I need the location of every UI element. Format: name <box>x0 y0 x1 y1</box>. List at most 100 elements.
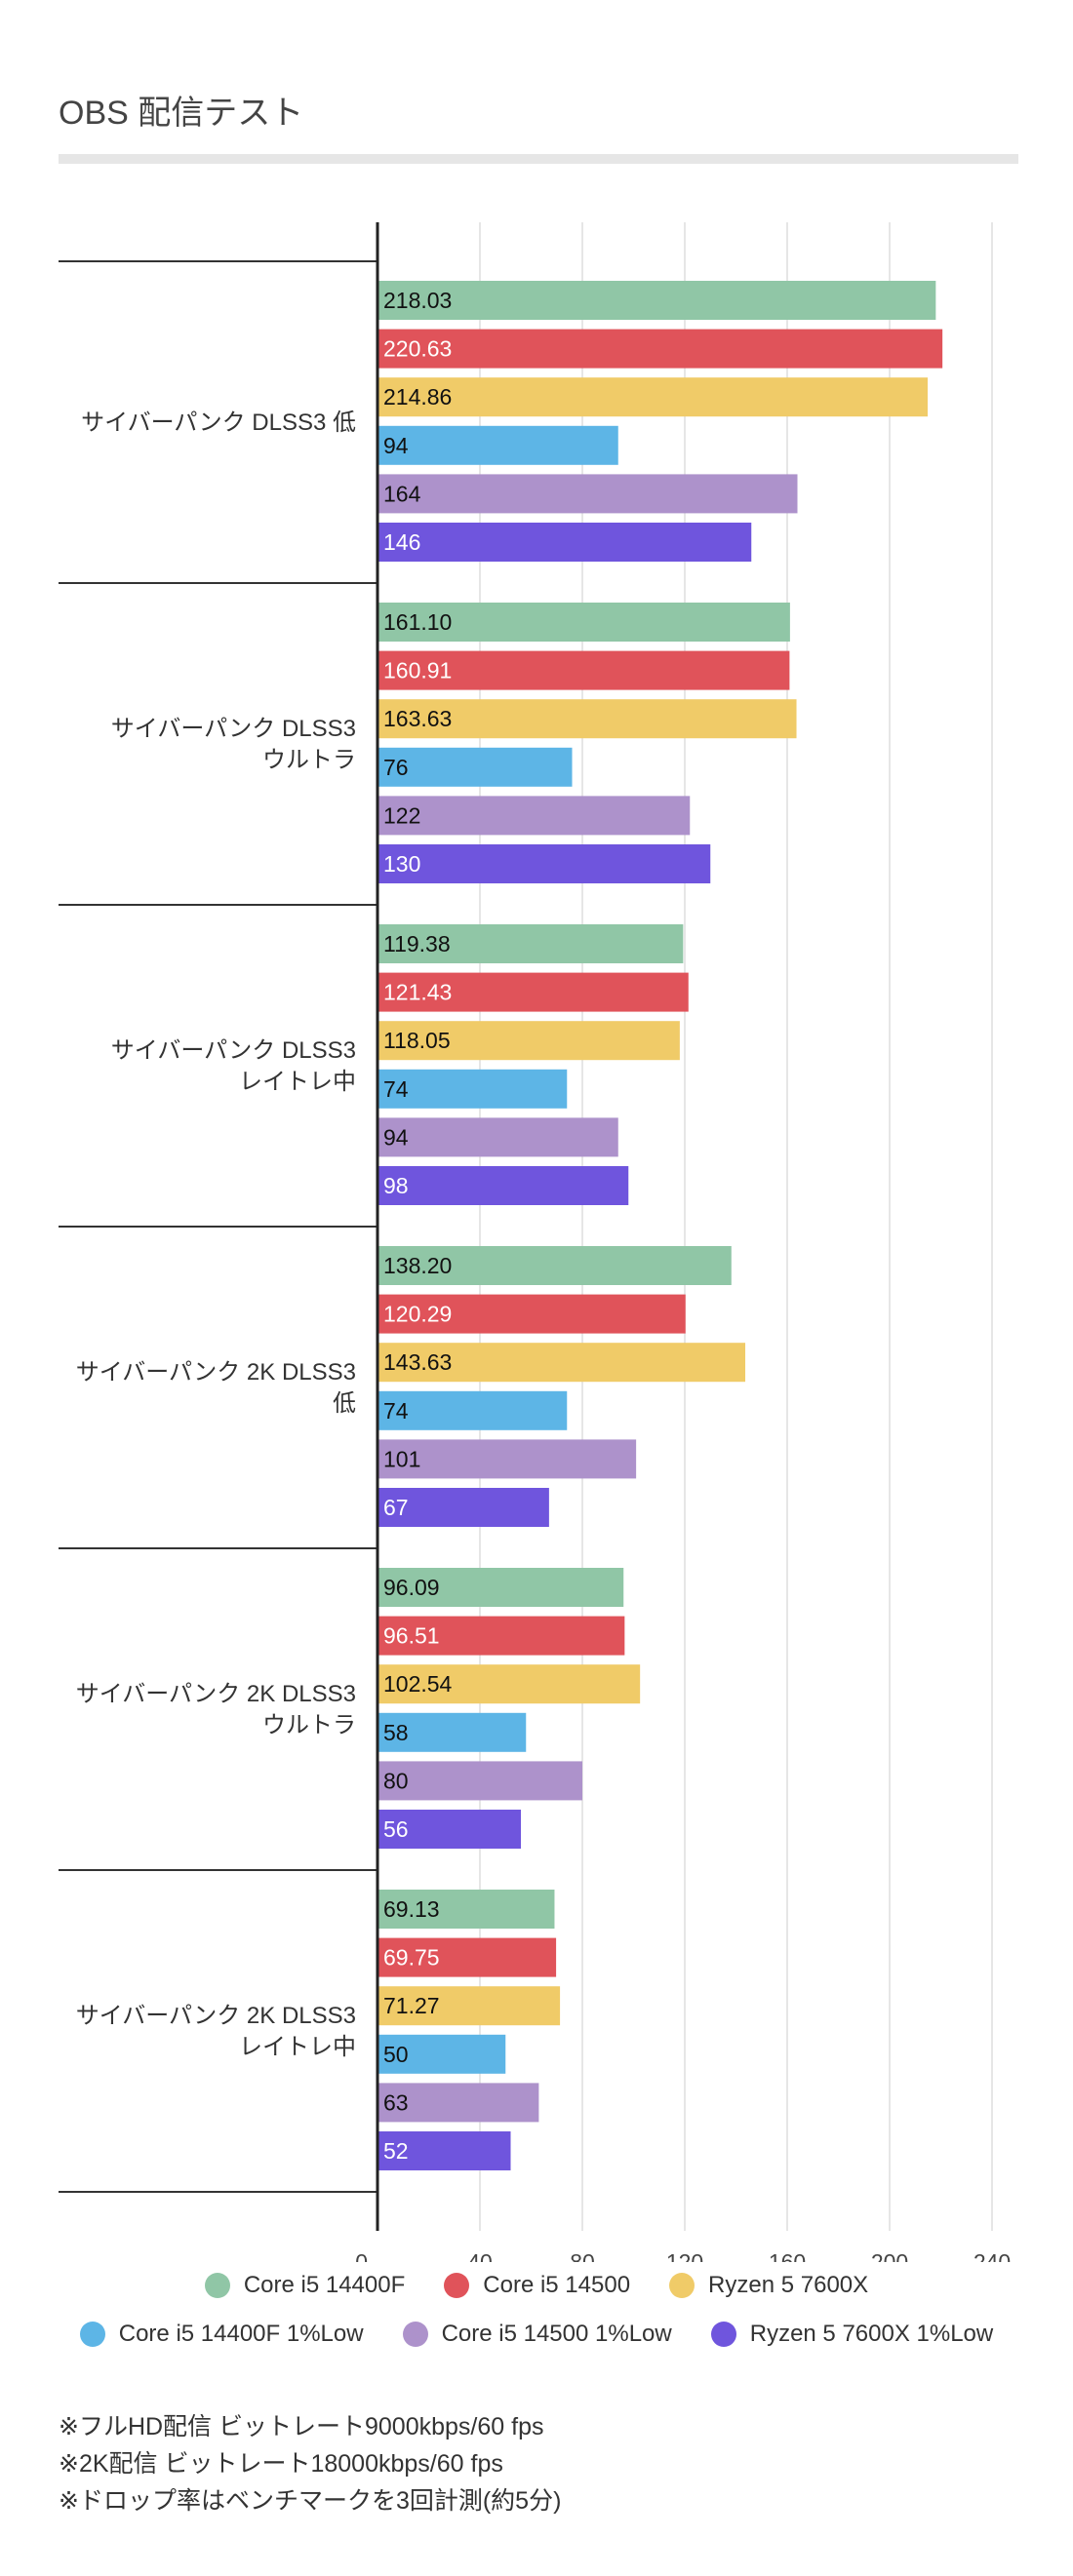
legend-swatch <box>444 2273 470 2298</box>
category-label: サイバーパンク 2K DLSS3 <box>76 2003 356 2029</box>
bar <box>378 603 790 642</box>
bar-value-label: 143.63 <box>383 1349 452 1375</box>
bar-value-label: 120.29 <box>383 1302 452 1327</box>
bar <box>378 1568 624 1607</box>
category-label: サイバーパンク DLSS3 低 <box>81 410 356 436</box>
bar <box>378 329 943 369</box>
bar-value-label: 146 <box>383 529 420 555</box>
x-tick-label: 0 <box>355 2249 368 2262</box>
bar-value-label: 96.09 <box>383 1575 440 1600</box>
bar-value-label: 98 <box>383 1173 409 1198</box>
bar-value-label: 96.51 <box>383 1623 440 1649</box>
legend-label: Ryzen 5 7600X 1%Low <box>749 2321 994 2347</box>
x-tick-label: 240 <box>974 2249 1011 2262</box>
bar <box>378 281 936 320</box>
bar-chart: 0 40 80 120 160 200 240 218.03 220.63 214.86 94 164… <box>59 222 1011 2262</box>
footnotes: ※フルHD配信 ビットレート9000kbps/60 fps ※2K配信 ビットレ… <box>59 2408 561 2519</box>
bar <box>378 1343 746 1383</box>
bar-value-label: 138.20 <box>383 1253 452 1278</box>
bar <box>378 1712 527 1752</box>
bar-value-label: 161.10 <box>383 609 452 635</box>
bar <box>378 1294 686 1334</box>
bar <box>378 474 798 514</box>
bar-value-label: 80 <box>383 1768 409 1793</box>
bar <box>378 1069 568 1109</box>
legend-row-1: Core i5 14400F Core i5 14500 Ryzen 5 760… <box>0 2272 1073 2299</box>
footnote-drop-rate: ※ドロップ率はベンチマークを3回計測(約5分) <box>59 2487 562 2515</box>
bar-value-label: 163.63 <box>383 706 452 731</box>
bar <box>378 425 618 465</box>
bar <box>378 796 691 836</box>
legend-item-ryzen-5-7600x: Ryzen 5 7600X <box>669 2272 868 2299</box>
bar <box>378 2034 506 2074</box>
bar-value-label: 50 <box>383 2042 409 2067</box>
x-tick-label: 120 <box>666 2249 703 2262</box>
bar <box>378 1117 618 1157</box>
bar <box>378 2131 511 2170</box>
bar-value-label: 67 <box>383 1495 409 1520</box>
bar-value-label: 74 <box>383 1398 409 1424</box>
bar-value-label: 119.38 <box>383 931 451 956</box>
bar-value-label: 74 <box>383 1076 409 1102</box>
legend-label: Core i5 14400F 1%Low <box>118 2321 364 2347</box>
bar <box>378 1761 582 1801</box>
legend-item-core-i5-14500: Core i5 14500 <box>444 2272 630 2299</box>
bar-value-label: 118.05 <box>383 1028 451 1053</box>
bar <box>378 1810 521 1849</box>
chart-legend: Core i5 14400F Core i5 14500 Ryzen 5 760… <box>0 2272 1073 2369</box>
category-label: 低 <box>333 1390 356 1417</box>
category-label: レイトレ中 <box>239 2034 356 2060</box>
bar <box>378 1616 625 1656</box>
bar-value-label: 101 <box>383 1446 420 1471</box>
bar-value-label: 63 <box>383 2089 409 2115</box>
bar-value-label: 52 <box>383 2138 409 2164</box>
bar <box>378 924 684 963</box>
x-tick-label: 40 <box>467 2249 493 2262</box>
legend-label: Core i5 14500 1%Low <box>441 2321 672 2347</box>
legend-item-core-i5-14400f: Core i5 14400F <box>204 2272 405 2299</box>
chart-title: OBS 配信テスト <box>59 95 304 132</box>
bar-value-label: 218.03 <box>383 288 452 313</box>
bar-value-label: 71.27 <box>383 1993 440 2018</box>
legend-item-core-i5-14500-1low: Core i5 14500 1%Low <box>402 2321 672 2348</box>
bar-value-label: 102.54 <box>383 1671 453 1697</box>
bar-value-label: 76 <box>383 755 409 780</box>
bar <box>378 1246 732 1285</box>
bar-value-label: 164 <box>383 481 421 506</box>
bar <box>378 1166 629 1205</box>
bar <box>378 1664 641 1704</box>
category-label: サイバーパンク 2K DLSS3 <box>76 1681 356 1707</box>
bar <box>378 972 689 1012</box>
category-label: サイバーパンク 2K DLSS3 <box>76 1359 356 1386</box>
bar-value-label: 94 <box>383 1124 409 1150</box>
legend-swatch <box>669 2273 695 2298</box>
legend-swatch <box>79 2322 105 2347</box>
footnote-fullhd: ※フルHD配信 ビットレート9000kbps/60 fps <box>59 2413 544 2440</box>
category-label: サイバーパンク DLSS3 <box>111 716 356 742</box>
x-tick-label: 80 <box>570 2249 595 2262</box>
legend-label: Ryzen 5 7600X <box>708 2272 869 2298</box>
legend-swatch <box>710 2322 736 2347</box>
bar-value-label: 94 <box>383 433 409 458</box>
legend-swatch <box>402 2322 428 2347</box>
bar <box>378 1488 549 1527</box>
bar-value-label: 56 <box>383 1816 409 1842</box>
bar-value-label: 130 <box>383 851 420 877</box>
bar-value-label: 58 <box>383 1720 409 1745</box>
bar <box>378 1986 561 2026</box>
x-tick-label: 200 <box>871 2249 908 2262</box>
bar <box>378 1439 637 1479</box>
category-label: サイバーパンク DLSS3 <box>111 1037 356 1064</box>
category-label: ウルトラ <box>262 747 356 773</box>
bar-value-label: 160.91 <box>383 658 452 683</box>
bar <box>378 377 929 417</box>
bar <box>378 1890 555 1929</box>
legend-item-ryzen-5-7600x-1low: Ryzen 5 7600X 1%Low <box>710 2321 994 2348</box>
legend-item-core-i5-14400f-1low: Core i5 14400F 1%Low <box>79 2321 364 2348</box>
bar <box>378 1021 680 1061</box>
bar-value-label: 121.43 <box>383 980 452 1005</box>
bar <box>378 2083 539 2123</box>
bar <box>378 1390 568 1430</box>
legend-label: Core i5 14500 <box>483 2272 631 2298</box>
bar <box>378 747 573 787</box>
